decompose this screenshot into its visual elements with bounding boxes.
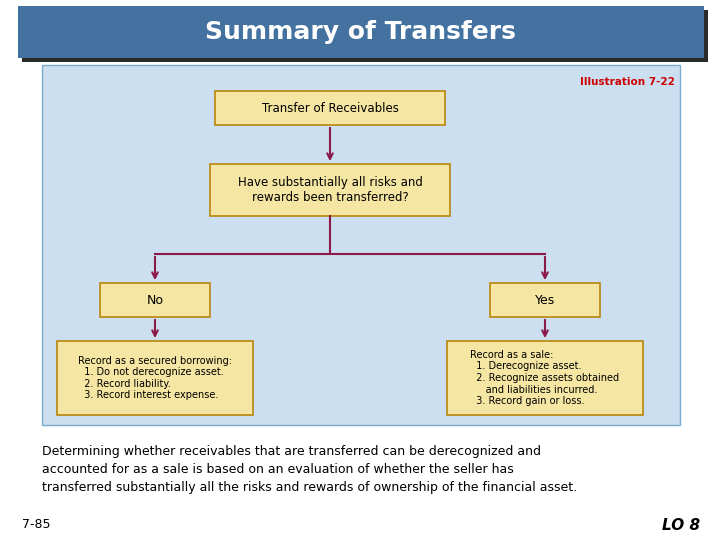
FancyBboxPatch shape bbox=[100, 283, 210, 317]
Text: Record as a sale:
  1. Derecognize asset.
  2. Recognize assets obtained
     an: Record as a sale: 1. Derecognize asset. … bbox=[470, 350, 620, 406]
Text: accounted for as a sale is based on an evaluation of whether the seller has: accounted for as a sale is based on an e… bbox=[42, 463, 514, 476]
Text: Yes: Yes bbox=[535, 294, 555, 307]
FancyBboxPatch shape bbox=[57, 341, 253, 415]
FancyBboxPatch shape bbox=[215, 91, 445, 125]
Text: Determining whether receivables that are transferred can be derecognized and: Determining whether receivables that are… bbox=[42, 445, 541, 458]
FancyBboxPatch shape bbox=[210, 164, 450, 216]
FancyBboxPatch shape bbox=[490, 283, 600, 317]
Bar bbox=[22, 10, 708, 62]
FancyBboxPatch shape bbox=[447, 341, 643, 415]
Text: Transfer of Receivables: Transfer of Receivables bbox=[261, 102, 398, 114]
Text: 7-85: 7-85 bbox=[22, 518, 50, 531]
Text: Summary of Transfers: Summary of Transfers bbox=[204, 20, 516, 44]
Bar bbox=[42, 65, 680, 425]
Text: Illustration 7-22: Illustration 7-22 bbox=[580, 77, 675, 87]
Text: LO 8: LO 8 bbox=[662, 517, 700, 532]
Text: transferred substantially all the risks and rewards of ownership of the financia: transferred substantially all the risks … bbox=[42, 481, 577, 494]
Text: Have substantially all risks and
rewards been transferred?: Have substantially all risks and rewards… bbox=[238, 176, 423, 204]
Bar bbox=[18, 6, 704, 58]
Text: Record as a secured borrowing:
  1. Do not derecognize asset.
  2. Record liabil: Record as a secured borrowing: 1. Do not… bbox=[78, 356, 232, 400]
Text: No: No bbox=[146, 294, 163, 307]
